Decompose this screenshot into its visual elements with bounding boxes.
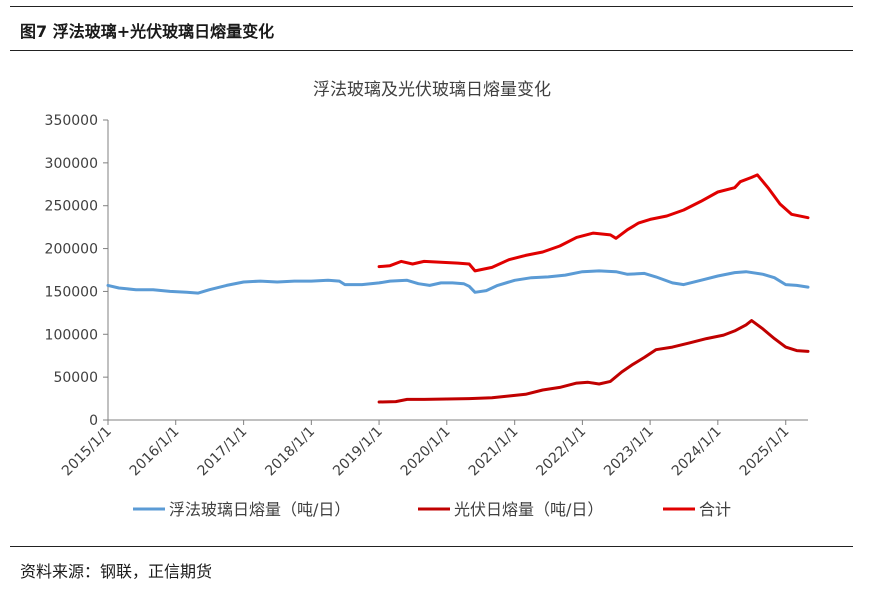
title-rule — [10, 50, 853, 51]
y-tick-label: 150000 — [45, 284, 98, 300]
x-tick-label: 2019/1/1 — [330, 424, 386, 480]
source-rule — [10, 546, 853, 547]
y-tick-label: 0 — [89, 413, 98, 429]
x-tick-label: 2021/1/1 — [466, 424, 522, 480]
x-tick-label: 2015/1/1 — [59, 424, 115, 480]
figure-title: 图7 浮法玻璃+光伏玻璃日熔量变化 — [20, 22, 275, 41]
x-tick-label: 2018/1/1 — [262, 424, 318, 480]
y-tick-label: 100000 — [45, 327, 98, 343]
x-tick-label: 2024/1/1 — [669, 424, 725, 480]
chart-title: 浮法玻璃及光伏玻璃日熔量变化 — [313, 80, 551, 100]
x-tick-label: 2016/1/1 — [127, 424, 183, 480]
x-tick-label: 2020/1/1 — [398, 424, 454, 480]
legend-label: 浮法玻璃日熔量（吨/日） — [169, 500, 350, 519]
x-tick-label: 2023/1/1 — [601, 424, 657, 480]
series-line — [377, 319, 810, 404]
y-tick-label: 200000 — [45, 242, 98, 258]
x-tick-label: 2025/1/1 — [737, 424, 793, 480]
y-tick-label: 250000 — [45, 199, 98, 215]
y-tick-label: 50000 — [53, 370, 98, 386]
y-tick-label: 350000 — [45, 113, 98, 129]
series-line — [377, 173, 810, 273]
legend-label: 光伏日熔量（吨/日） — [454, 500, 603, 519]
y-tick-label: 300000 — [45, 156, 98, 172]
legend-label: 合计 — [699, 500, 731, 519]
series-line — [106, 269, 810, 295]
x-tick-label: 2017/1/1 — [195, 424, 251, 480]
source-note: 资料来源：钢联，正信期货 — [20, 562, 213, 581]
x-tick-label: 2022/1/1 — [533, 424, 589, 480]
top-rule — [10, 6, 853, 7]
